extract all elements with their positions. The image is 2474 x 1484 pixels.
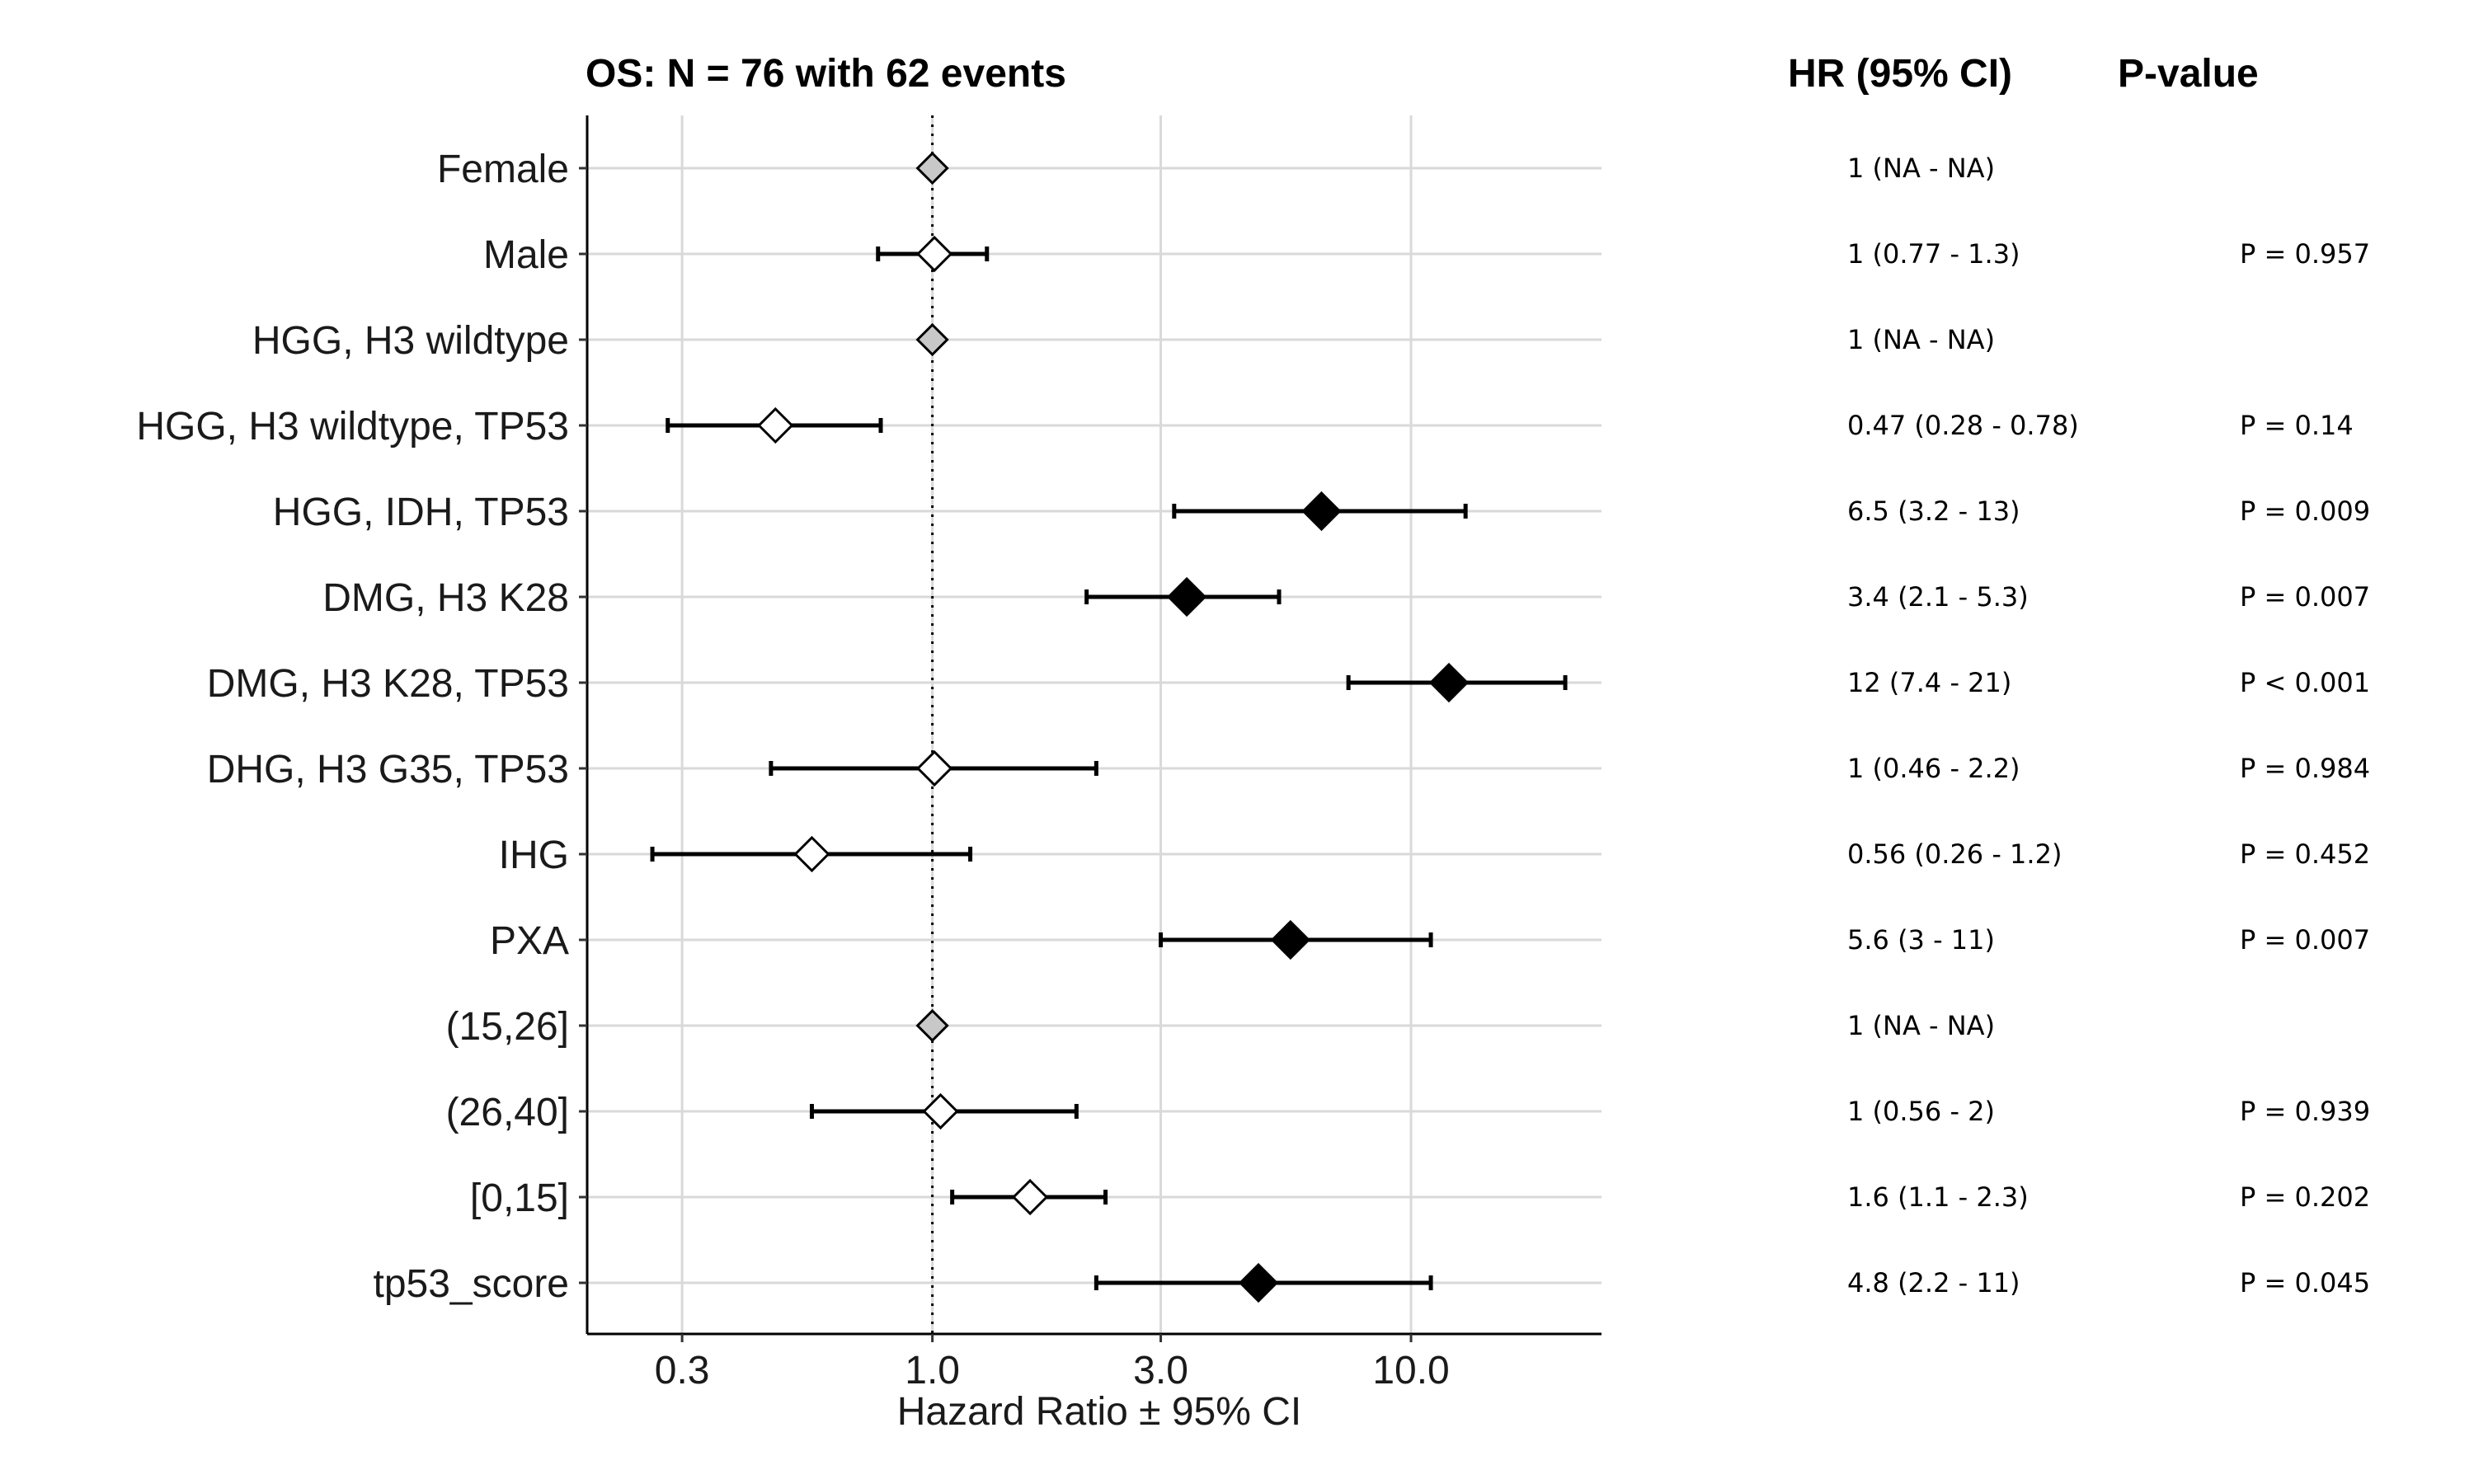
chart-title: OS: N = 76 with 62 events	[586, 52, 1066, 96]
p-value-column-header: P-value	[2118, 52, 2259, 96]
grid-layer	[587, 115, 1602, 1334]
row-label: DHG, H3 G35, TP53	[207, 748, 569, 791]
p-value-text: P = 0.009	[2240, 495, 2370, 527]
row-label: DMG, H3 K28, TP53	[207, 662, 569, 706]
hr-ci-text: 5.6 (3 - 11)	[1847, 924, 1995, 956]
hr-column-header: HR (95% CI)	[1788, 52, 2012, 96]
row-label: Male	[483, 233, 569, 277]
row-label: tp53_score	[374, 1262, 570, 1306]
p-value-text: P = 0.452	[2240, 838, 2370, 870]
p-value-text: P = 0.14	[2240, 410, 2354, 441]
p-value-text: P < 0.001	[2240, 667, 2370, 698]
p-value-text: P = 0.045	[2240, 1267, 2370, 1298]
hr-point	[1166, 576, 1207, 618]
p-value-text: P = 0.984	[2240, 753, 2370, 784]
row-label: [0,15]	[470, 1176, 569, 1220]
row-label: (15,26]	[446, 1005, 569, 1049]
hr-point	[915, 1008, 949, 1043]
hr-ci-text: 3.4 (2.1 - 5.3)	[1847, 581, 2029, 613]
table-layer: 1 (NA - NA) 1 (0.77 - 1.3) P = 0.957 1 (NA …	[1847, 153, 2370, 1298]
labels-layer: Female Male HGG, H3 wildtype HGG, H3 wildty…	[136, 148, 569, 1306]
hr-ci-text: 1 (NA - NA)	[1847, 153, 1995, 184]
p-value-text: P = 0.202	[2240, 1181, 2370, 1213]
hr-ci-text: 0.47 (0.28 - 0.78)	[1847, 410, 2079, 441]
p-value-text: P = 0.007	[2240, 581, 2370, 613]
hr-point	[1428, 662, 1470, 703]
row-label: HGG, H3 wildtype	[252, 319, 569, 363]
hr-point	[916, 235, 953, 273]
hr-point	[1270, 919, 1310, 960]
p-value-text: P = 0.007	[2240, 924, 2370, 956]
row-label: PXA	[490, 919, 569, 963]
hr-ci-text: 6.5 (3.2 - 13)	[1847, 495, 2020, 527]
hr-point	[915, 151, 949, 186]
hr-point	[915, 322, 949, 357]
hr-point	[1301, 491, 1342, 532]
hr-point	[1238, 1262, 1279, 1303]
x-tick-label: 0.3	[655, 1349, 710, 1392]
x-tick-label: 10.0	[1372, 1349, 1449, 1392]
hr-ci-text: 1 (NA - NA)	[1847, 1010, 1995, 1041]
x-tick-label: 1.0	[905, 1349, 960, 1392]
row-label: (26,40]	[446, 1091, 569, 1134]
hr-point	[793, 835, 830, 873]
hr-ci-text: 12 (7.4 - 21)	[1847, 667, 2011, 698]
hr-point	[1011, 1178, 1049, 1216]
row-label: HGG, IDH, TP53	[273, 491, 569, 534]
row-label: DMG, H3 K28	[322, 576, 569, 620]
p-value-text: P = 0.957	[2240, 238, 2370, 270]
row-label: HGG, H3 wildtype, TP53	[136, 405, 569, 448]
hr-point	[922, 1092, 959, 1130]
row-label: Female	[437, 148, 569, 191]
hr-ci-text: 1 (0.56 - 2)	[1847, 1096, 1995, 1127]
hr-ci-text: 4.8 (2.2 - 11)	[1847, 1267, 2020, 1298]
axes-layer: 0.3 1.0 3.0 10.0	[579, 115, 1602, 1392]
row-label: IHG	[499, 834, 569, 877]
p-value-text: P = 0.939	[2240, 1096, 2370, 1127]
hr-ci-text: 0.56 (0.26 - 1.2)	[1847, 838, 2062, 870]
marks-layer	[650, 151, 1568, 1303]
x-tick-label: 3.0	[1133, 1349, 1188, 1392]
hr-point	[916, 749, 953, 787]
hr-point	[757, 406, 794, 444]
x-axis-label: Hazard Ratio ± 95% CI	[897, 1390, 1302, 1434]
hr-ci-text: 1 (0.46 - 2.2)	[1847, 753, 2020, 784]
hr-ci-text: 1.6 (1.1 - 2.3)	[1847, 1181, 2029, 1213]
hr-ci-text: 1 (NA - NA)	[1847, 324, 1995, 355]
hr-ci-text: 1 (0.77 - 1.3)	[1847, 238, 2020, 270]
